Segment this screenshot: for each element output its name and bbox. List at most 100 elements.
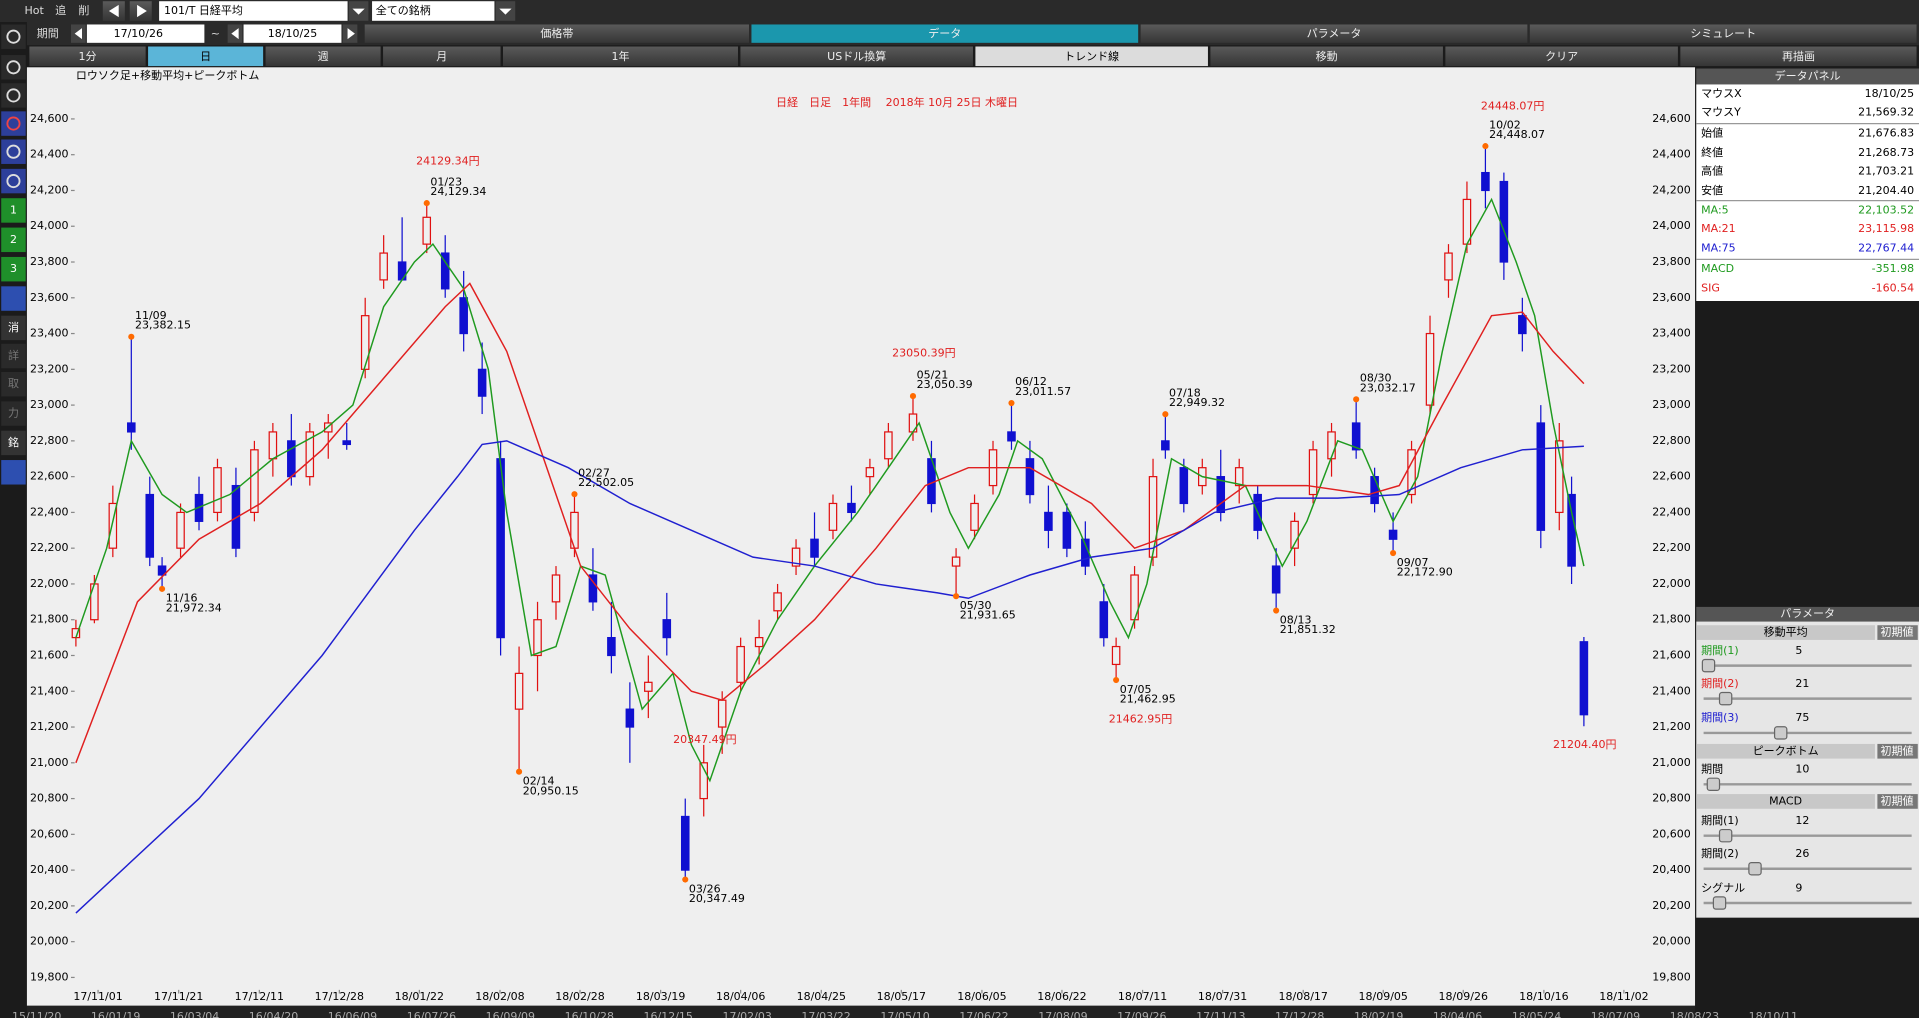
candle-body (1579, 641, 1589, 716)
toolbar-button[interactable] (503, 46, 738, 67)
y-tick-label: 21,600 (1652, 648, 1691, 661)
toolbar-button[interactable] (740, 46, 973, 67)
add-button[interactable]: 追 (55, 3, 66, 17)
toolbar-button[interactable] (265, 46, 381, 67)
y-tick-label: 21,000 (30, 756, 69, 769)
peak-marker (1113, 676, 1120, 684)
tab[interactable] (751, 24, 1139, 43)
candle-body (662, 619, 672, 639)
toolbar-button[interactable] (1680, 46, 1917, 67)
slider-knob[interactable] (1718, 828, 1733, 843)
button-label: トレンド線 (1064, 49, 1119, 63)
candle-body (533, 619, 542, 657)
slider-knob[interactable] (1706, 777, 1721, 792)
x-tick-label: 18/02/08 (475, 990, 524, 1003)
y-tick-label: 23,600 (30, 291, 69, 304)
tool-button[interactable] (1, 430, 26, 456)
candle-body (791, 547, 801, 567)
tool-button[interactable] (1, 371, 26, 397)
lower-date: 16/10/28 (565, 1010, 614, 1018)
from-date[interactable] (86, 24, 205, 43)
param-value: 26 (1795, 847, 1809, 860)
peak-value: 22,172.90 (1397, 566, 1453, 579)
peak-marker (1482, 143, 1489, 150)
reset-button[interactable] (1877, 743, 1918, 759)
y-tick-label: 20,800 (30, 792, 69, 805)
candle-body (699, 762, 709, 800)
slider-knob[interactable] (1712, 896, 1727, 910)
icon-glyph (6, 88, 21, 103)
tool-button[interactable] (1, 227, 26, 253)
tool-icon[interactable] (1, 83, 26, 108)
candle-body (1518, 315, 1527, 335)
tool-button[interactable] (1, 198, 26, 223)
toolbar-button[interactable] (148, 46, 264, 67)
param-value: 9 (1795, 881, 1802, 894)
y-tick-label: 23,000 (1652, 398, 1691, 411)
y-tick-label: 23,800 (1652, 255, 1691, 268)
peak-date: 02/27 (578, 466, 610, 479)
slider-knob[interactable] (1701, 658, 1716, 673)
candle-body (213, 467, 222, 514)
slider-knob[interactable] (1748, 861, 1762, 876)
tool-icon[interactable] (1, 139, 26, 164)
button-label: 月 (436, 50, 447, 63)
tool-button[interactable] (1, 401, 26, 426)
peak-date: 11/16 (166, 592, 198, 605)
delete-button[interactable]: 削 (78, 3, 89, 17)
slider-knob[interactable] (1718, 691, 1733, 706)
slider-knob[interactable] (1773, 726, 1788, 740)
button-label: 移動 (1316, 49, 1338, 63)
candle-body (680, 815, 690, 871)
tool-button[interactable] (1, 256, 26, 282)
toolbar-button[interactable] (1210, 46, 1443, 67)
candle-body (1234, 467, 1244, 487)
toolbar-button[interactable] (1445, 46, 1678, 67)
universe-select[interactable] (372, 1, 495, 21)
peak-date: 07/18 (1169, 386, 1201, 399)
candle-body (342, 440, 352, 446)
tool-button[interactable] (1, 315, 26, 341)
candle-body (865, 467, 875, 478)
plot-area (71, 143, 1589, 914)
y-tick-label: 22,000 (30, 577, 69, 590)
tool-icon[interactable] (1, 111, 26, 136)
lower-dates: 15/11/20 16/01/19 16/03/04 16/04/20 16/06/09… (12, 1010, 1798, 1018)
y-tick-label: 21,800 (1652, 613, 1691, 626)
symbol-select[interactable] (159, 1, 348, 21)
tool-icon[interactable] (1, 168, 26, 194)
tool-icon[interactable] (1, 24, 26, 49)
y-tick-label: 21,200 (1652, 720, 1691, 733)
peak-value: 21,851.32 (1280, 623, 1336, 636)
param-value: 75 (1795, 711, 1809, 724)
candle-body (176, 511, 185, 549)
toolbar-button[interactable] (383, 46, 501, 67)
candle-body (231, 484, 241, 549)
row-value: 21,676.83 (1858, 126, 1914, 139)
toolbar-button[interactable] (29, 46, 146, 67)
icon-glyph (6, 60, 21, 75)
peak-marker (159, 585, 166, 592)
tab[interactable] (364, 24, 749, 43)
to-date[interactable] (243, 24, 342, 43)
peak-value: 21,972.34 (166, 601, 222, 614)
hot-button[interactable]: Hot (24, 4, 44, 17)
row-value: 21,204.40 (1858, 184, 1914, 197)
tool-button[interactable] (1, 343, 26, 369)
reset-button[interactable] (1877, 625, 1918, 640)
tool-button[interactable] (1, 460, 26, 485)
candle-body (1351, 422, 1361, 451)
toolbar-button[interactable] (975, 46, 1208, 67)
row-value: 21,268.73 (1858, 146, 1914, 159)
tool-icon[interactable] (1, 55, 26, 80)
param-label: 期間(1) (1701, 814, 1739, 827)
tab[interactable] (1529, 24, 1917, 43)
row-label: MA:75 (1701, 241, 1736, 254)
x-tick-label: 18/03/19 (636, 990, 685, 1003)
tool-button[interactable] (1, 286, 26, 311)
tab-bar: 価格帯 データ パラメータ シミュレート 1分 日 週 月 1年 USドル換算 トレンド線 移動 クリア… (29, 24, 1917, 67)
tab[interactable] (1140, 24, 1528, 43)
reset-button[interactable] (1877, 794, 1918, 809)
tab-label: シミュレート (1690, 27, 1756, 40)
peak-date: 03/26 (689, 882, 721, 895)
